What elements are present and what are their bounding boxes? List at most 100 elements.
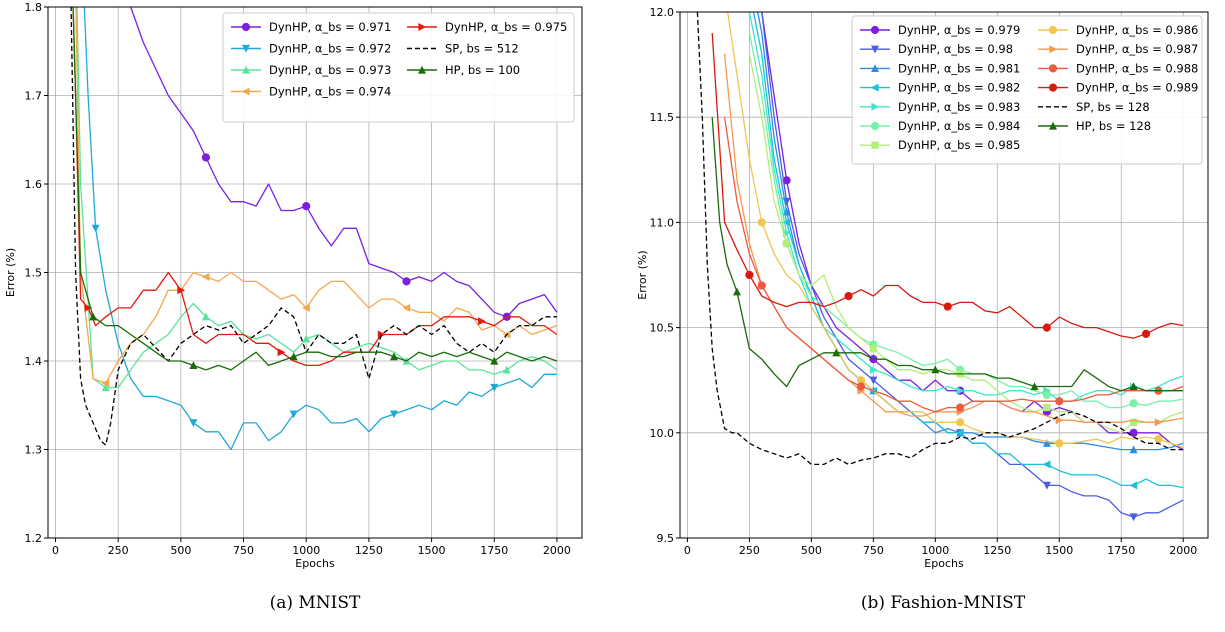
series-10-point [943,302,952,311]
series-8-point [1055,416,1064,425]
series-2-point [201,312,210,321]
series-4-point [869,365,878,374]
legend-label-8: DynHP, α_bs = 0.987 [1076,42,1198,56]
legend-label-3: DynHP, α_bs = 0.974 [269,85,391,99]
series-5-point [1042,390,1051,400]
legend-label-9: DynHP, α_bs = 0.988 [1076,61,1198,75]
x-tick-label: 0 [684,544,691,557]
legend: DynHP, α_bs = 0.979 DynHP, α_bs = 0.98 Dyn… [851,15,1203,165]
x-tick-label: 750 [863,544,884,557]
series-0-point [302,202,311,211]
series-12-point [931,365,940,374]
legend-label-5: DynHP, α_bs = 0.984 [898,119,1020,133]
legend-marker-9 [1048,64,1058,73]
y-tick-label: 10.0 [650,427,675,440]
y-tick-label: 10.5 [650,322,675,335]
legend-label-11: SP, bs = 128 [1076,100,1150,114]
legend-marker-6 [871,141,879,149]
legend-marker-1 [242,44,250,53]
legend-label-2: DynHP, α_bs = 0.981 [898,61,1020,75]
series-line-0 [130,7,558,318]
chart-panel-1: 0 250 500 750 1000 1250 1500 1750 2000 9.5 10.0 10.… [636,6,1209,613]
series-3-point [101,379,110,388]
x-tick-label: 2000 [1169,544,1197,557]
series-12-point [1030,382,1039,391]
series-0-point [402,277,411,286]
series-4-point [84,303,93,312]
series-4-point [177,286,186,295]
y-tick-label: 11.5 [650,111,675,124]
legend-marker-10 [1048,83,1058,92]
legend-label-7: DynHP, α_bs = 0.986 [1076,23,1198,37]
x-tick-label: 1250 [983,544,1011,557]
series-line-6 [72,7,558,371]
legend-marker-2 [242,65,250,74]
x-tick-label: 1500 [1045,544,1073,557]
legend-label-0: DynHP, α_bs = 0.979 [898,23,1020,37]
y-tick-label: 1.7 [25,90,43,103]
series-0-point [1129,428,1138,437]
series-line-5 [748,32,1184,409]
series-10-point [1141,329,1151,339]
x-tick-label: 1250 [355,544,383,557]
series-4-point [956,386,965,395]
series-group [696,12,1184,522]
series-7-point [956,418,965,427]
legend-label-10: DynHP, α_bs = 0.989 [1076,81,1198,95]
legend-marker-3 [870,83,879,92]
legend-marker-3 [241,87,250,96]
series-line-9 [723,117,1184,413]
series-0-point [201,153,211,162]
series-line-11 [696,12,1184,466]
legend-label-5: SP, bs = 512 [445,42,519,56]
y-tick-label: 1.3 [25,444,43,457]
x-tick-label: 1000 [292,544,320,557]
legend-label-1: DynHP, α_bs = 0.972 [269,42,391,56]
x-tick-label: 1750 [1107,544,1135,557]
series-6-point [782,239,791,248]
series-2-point [502,365,511,374]
plot-frame [679,11,1209,539]
series-3-point [782,218,791,227]
x-tick-label: 750 [233,544,254,557]
series-1-point [490,383,499,392]
x-tick-label: 1750 [480,544,508,557]
legend-label-4: DynHP, α_bs = 0.975 [445,20,567,34]
series-12-point [1129,382,1138,391]
series-3-point [302,303,310,312]
legend-marker-0 [870,25,880,35]
figure-caption: (a) MNIST [270,593,361,613]
series-2-point [1129,445,1138,454]
legend-label-12: HP, bs = 128 [1076,119,1151,133]
series-9-point [856,382,866,391]
y-tick-label: 1.5 [25,267,43,280]
legend-label-4: DynHP, α_bs = 0.983 [898,100,1020,114]
legend-marker-2 [871,64,879,72]
series-2-point [101,383,110,392]
series-1-point [1042,481,1051,490]
y-tick-label: 1.6 [25,178,43,191]
x-tick-label: 0 [52,544,59,557]
legend-label-3: DynHP, α_bs = 0.982 [898,81,1020,95]
series-6-point [89,312,98,321]
legend-label-6: DynHP, α_bs = 0.985 [898,138,1020,152]
series-2-point [302,334,311,343]
series-12-point [832,348,841,357]
x-axis-label: Epochs [295,557,335,570]
x-tick-label: 250 [108,544,129,557]
series-1-point [189,419,198,428]
series-line-0 [761,12,1184,451]
series-6-point [490,356,499,365]
series-10-point [1042,323,1051,332]
series-group [70,7,558,451]
legend-marker-8 [1049,45,1058,54]
legend-box [851,15,1203,165]
legend-label-1: DynHP, α_bs = 0.98 [898,42,1013,56]
legend-label-0: DynHP, α_bs = 0.971 [269,20,391,34]
chart-panel-0: 0 250 500 750 1000 1250 1500 1750 2000 1.2 1.3 1.4 1… [4,1,583,613]
series-10-point [745,270,754,280]
series-5-point [1129,399,1138,408]
y-tick-label: 1.4 [25,355,43,368]
series-3-point [1129,481,1138,490]
